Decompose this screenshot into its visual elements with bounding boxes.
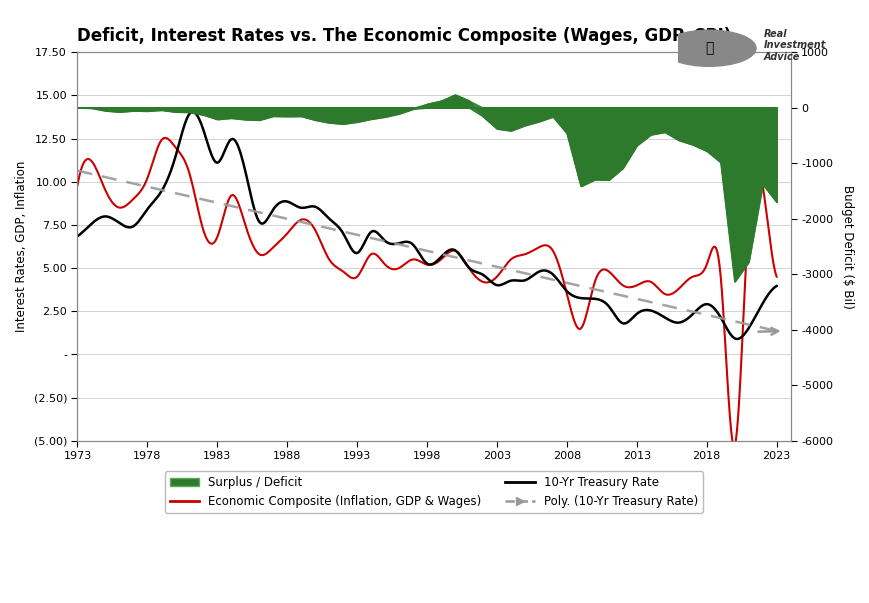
Y-axis label: Interest Rates, GDP, Inflation: Interest Rates, GDP, Inflation: [15, 161, 28, 332]
Circle shape: [662, 30, 756, 66]
Text: Deficit, Interest Rates vs. The Economic Composite (Wages, GDP, CPI): Deficit, Interest Rates vs. The Economic…: [77, 27, 732, 45]
Text: Real
Investment
Advice: Real Investment Advice: [764, 28, 826, 62]
Text: 🦅: 🦅: [705, 41, 713, 55]
Y-axis label: Budget Deficit ($ Bil): Budget Deficit ($ Bil): [841, 185, 854, 308]
Legend: Surplus / Deficit, Economic Composite (Inflation, GDP & Wages), 10-Yr Treasury R: Surplus / Deficit, Economic Composite (I…: [165, 471, 703, 513]
